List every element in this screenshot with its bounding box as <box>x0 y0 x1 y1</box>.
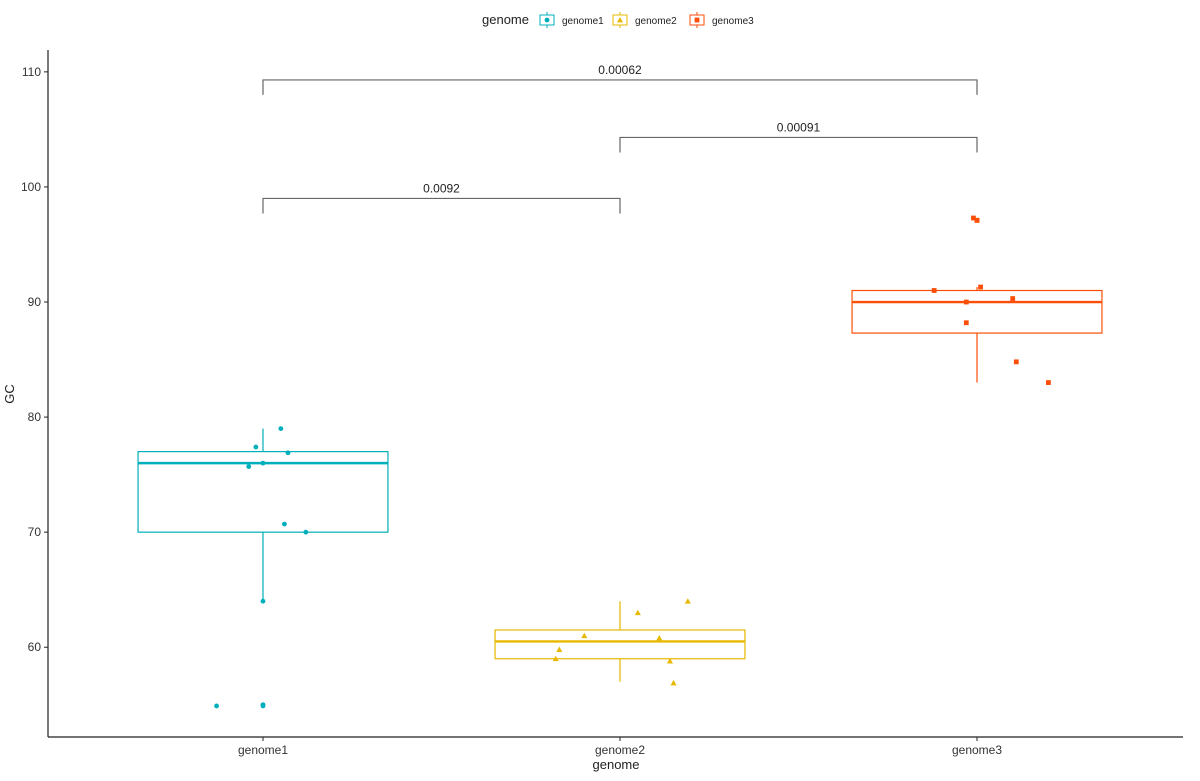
y-axis-label: GC <box>2 384 17 404</box>
data-point <box>1013 359 1019 365</box>
box-genome3 <box>851 217 1103 383</box>
data-point <box>260 702 266 708</box>
y-tick-label: 100 <box>21 180 41 194</box>
x-tick-label: genome3 <box>952 743 1002 757</box>
data-point <box>931 288 937 293</box>
data-point <box>670 679 677 686</box>
legend-title: genome <box>482 12 529 27</box>
data-point <box>253 444 259 450</box>
data-point <box>634 609 641 616</box>
y-tick-label: 110 <box>22 65 41 79</box>
box-genome2 <box>494 601 746 682</box>
data-point <box>666 658 673 664</box>
significance-bracket <box>619 136 978 153</box>
legend-key-marker <box>694 17 700 23</box>
y-tick-label: 60 <box>28 640 42 654</box>
data-point <box>581 632 588 639</box>
legend-key-marker <box>617 17 623 23</box>
p-value-label: 0.0092 <box>423 181 460 195</box>
data-point <box>963 299 969 305</box>
data-point <box>963 320 969 326</box>
box-iqr <box>137 451 389 533</box>
y-tick-label: 70 <box>28 525 42 539</box>
legend-entry-label: genome1 <box>562 16 604 27</box>
legend-entry-label: genome2 <box>635 16 677 27</box>
box-iqr <box>494 629 746 660</box>
data-point <box>285 450 291 456</box>
significance-bracket <box>262 79 978 95</box>
x-tick-label: genome2 <box>595 743 645 757</box>
data-point <box>556 646 563 652</box>
legend: genome genome1 genome2 genome3 <box>482 12 754 28</box>
box-iqr <box>851 289 1103 334</box>
data-point <box>246 464 252 469</box>
significance-bracket <box>262 197 621 214</box>
data-point <box>552 655 559 662</box>
data-point <box>978 284 983 290</box>
y-tick-label: 90 <box>28 295 42 309</box>
data-point <box>303 529 309 535</box>
data-point <box>974 217 980 223</box>
data-point <box>214 703 219 709</box>
data-point <box>282 521 287 527</box>
data-point <box>656 635 663 641</box>
data-point <box>1046 380 1051 385</box>
legend-entry-label: genome3 <box>712 16 754 27</box>
p-value-label: 0.00091 <box>777 120 821 134</box>
data-point <box>260 598 266 604</box>
data-point <box>684 598 691 604</box>
y-tick-label: 80 <box>28 410 42 424</box>
data-point <box>260 460 266 466</box>
data-point <box>971 215 976 221</box>
data-point <box>278 426 284 431</box>
p-value-label: 0.00062 <box>598 63 642 77</box>
x-tick-label: genome1 <box>238 743 288 757</box>
legend-key-marker <box>544 17 550 23</box>
x-axis-label: genome <box>593 757 640 772</box>
box-genome1 <box>137 428 389 709</box>
data-point <box>1010 296 1016 301</box>
